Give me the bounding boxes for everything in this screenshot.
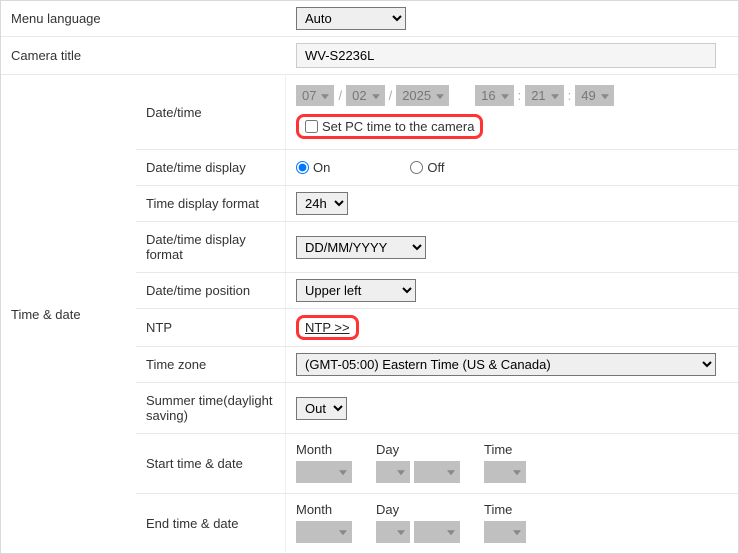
end-hour-select[interactable] xyxy=(484,521,526,543)
date-day-select[interactable]: 07 xyxy=(296,85,334,106)
start-month-select[interactable] xyxy=(296,461,352,483)
time-display-format-select[interactable]: 24h xyxy=(296,192,348,215)
menu-language-select[interactable]: Auto xyxy=(296,7,406,30)
time-date-group: Time & date Date/time 07 / 02 / 2025 16 xyxy=(1,75,738,553)
start-day-select[interactable] xyxy=(414,461,460,483)
time-min-select[interactable]: 21 xyxy=(525,85,563,106)
start-day-col: Day xyxy=(376,442,460,483)
time-date-group-label: Time & date xyxy=(1,75,136,553)
row-camera-title: Camera title xyxy=(1,37,738,75)
date-year-select[interactable]: 2025 xyxy=(396,85,449,106)
dt-display-on[interactable]: On xyxy=(296,160,330,175)
row-time-display-format: Time display format 24h xyxy=(136,186,738,222)
row-end-time: End time & date Month Day Time xyxy=(136,494,738,553)
dst-label: Summer time(daylight saving) xyxy=(136,383,286,433)
start-month-col: Month xyxy=(296,442,352,483)
row-date-time-display-format: Date/time display format DD/MM/YYYY xyxy=(136,222,738,273)
set-pc-time-checkbox[interactable] xyxy=(305,120,318,133)
time-sec-select[interactable]: 49 xyxy=(575,85,613,106)
row-date-time-display: Date/time display On Off xyxy=(136,150,738,186)
end-month-select[interactable] xyxy=(296,521,352,543)
row-time-zone: Time zone (GMT-05:00) Eastern Time (US &… xyxy=(136,347,738,383)
end-day-week-select[interactable] xyxy=(376,521,410,543)
menu-language-label: Menu language xyxy=(1,1,136,36)
camera-title-label: Camera title xyxy=(1,37,136,74)
end-time-col: Time xyxy=(484,502,526,543)
dt-display-on-radio[interactable] xyxy=(296,161,309,174)
ntp-link[interactable]: NTP >> xyxy=(305,320,350,335)
settings-panel: Menu language Auto Camera title Time & d… xyxy=(0,0,739,554)
row-ntp: NTP NTP >> xyxy=(136,309,738,347)
dst-select[interactable]: Out xyxy=(296,397,347,420)
date-time-position-label: Date/time position xyxy=(136,273,286,308)
date-time-display-format-label: Date/time display format xyxy=(136,222,286,272)
time-zone-label: Time zone xyxy=(136,347,286,382)
dt-display-off-radio[interactable] xyxy=(410,161,423,174)
date-time-display-format-select[interactable]: DD/MM/YYYY xyxy=(296,236,426,259)
start-hour-select[interactable] xyxy=(484,461,526,483)
date-time-selectors: 07 / 02 / 2025 16 : 21 : 49 xyxy=(296,85,614,106)
row-dst: Summer time(daylight saving) Out xyxy=(136,383,738,434)
time-zone-select[interactable]: (GMT-05:00) Eastern Time (US & Canada) xyxy=(296,353,716,376)
ntp-highlight: NTP >> xyxy=(296,315,359,340)
date-time-display-label: Date/time display xyxy=(136,150,286,185)
row-date-time-position: Date/time position Upper left xyxy=(136,273,738,309)
end-day-col: Day xyxy=(376,502,460,543)
start-time-col: Time xyxy=(484,442,526,483)
end-month-col: Month xyxy=(296,502,352,543)
ntp-label: NTP xyxy=(136,309,286,346)
date-time-position-select[interactable]: Upper left xyxy=(296,279,416,302)
date-time-label: Date/time xyxy=(136,75,286,149)
set-pc-time-label[interactable]: Set PC time to the camera xyxy=(305,119,474,134)
set-pc-time-highlight: Set PC time to the camera xyxy=(296,114,483,139)
start-day-week-select[interactable] xyxy=(376,461,410,483)
camera-title-input[interactable] xyxy=(296,43,716,68)
time-hour-select[interactable]: 16 xyxy=(475,85,513,106)
row-start-time: Start time & date Month Day Tim xyxy=(136,434,738,494)
row-date-time: Date/time 07 / 02 / 2025 16 : 21 xyxy=(136,75,738,150)
end-time-label: End time & date xyxy=(136,494,286,553)
row-menu-language: Menu language Auto xyxy=(1,1,738,37)
date-month-select[interactable]: 02 xyxy=(346,85,384,106)
end-day-select[interactable] xyxy=(414,521,460,543)
time-display-format-label: Time display format xyxy=(136,186,286,221)
start-time-label: Start time & date xyxy=(136,434,286,493)
dt-display-off[interactable]: Off xyxy=(410,160,444,175)
